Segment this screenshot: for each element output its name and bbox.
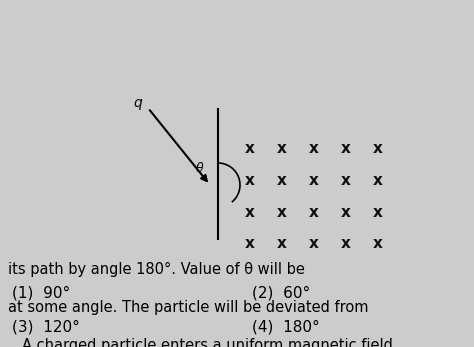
- Text: x: x: [373, 204, 383, 220]
- Text: x: x: [277, 141, 287, 155]
- Text: q: q: [134, 96, 142, 110]
- Text: .  A charged particle enters a uniform magnetic field: . A charged particle enters a uniform ma…: [8, 338, 393, 347]
- Text: x: x: [277, 237, 287, 252]
- Text: (1)  90°: (1) 90°: [12, 286, 70, 301]
- Text: x: x: [373, 141, 383, 155]
- Text: x: x: [245, 141, 255, 155]
- Text: x: x: [245, 237, 255, 252]
- Text: x: x: [373, 237, 383, 252]
- Text: x: x: [277, 172, 287, 187]
- Text: (4)  180°: (4) 180°: [252, 320, 320, 335]
- Text: (2)  60°: (2) 60°: [252, 286, 310, 301]
- Text: x: x: [341, 172, 351, 187]
- Text: x: x: [245, 204, 255, 220]
- Text: x: x: [245, 172, 255, 187]
- Text: θ: θ: [196, 161, 204, 175]
- Text: x: x: [309, 237, 319, 252]
- Text: x: x: [341, 237, 351, 252]
- Text: x: x: [341, 141, 351, 155]
- Text: (3)  120°: (3) 120°: [12, 320, 80, 335]
- Text: x: x: [309, 204, 319, 220]
- Text: x: x: [341, 204, 351, 220]
- Text: x: x: [277, 204, 287, 220]
- Text: its path by angle 180°. Value of θ will be: its path by angle 180°. Value of θ will …: [8, 262, 305, 277]
- Text: x: x: [309, 141, 319, 155]
- Text: x: x: [373, 172, 383, 187]
- Text: at some angle. The particle will be deviated from: at some angle. The particle will be devi…: [8, 300, 368, 315]
- Text: x: x: [309, 172, 319, 187]
